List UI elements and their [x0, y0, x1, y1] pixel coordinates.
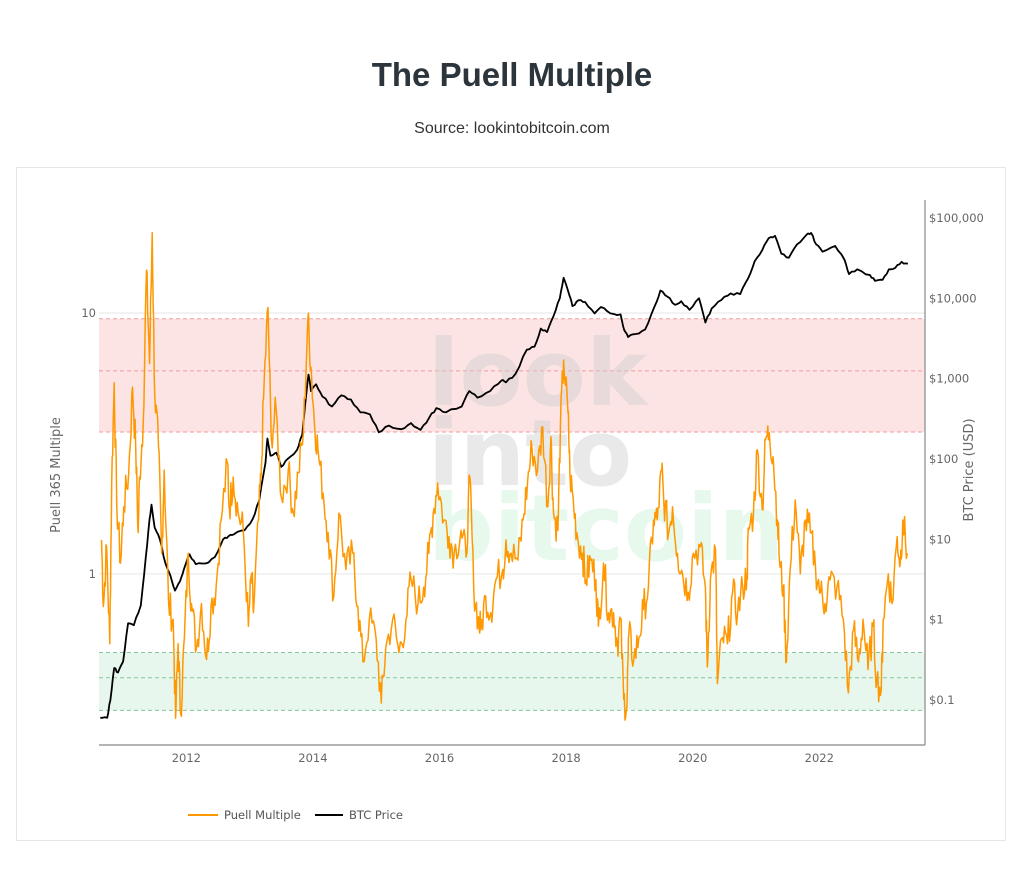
- x-tick-label: 2022: [805, 751, 834, 765]
- legend-item-puell[interactable]: Puell Multiple: [188, 808, 301, 822]
- y2-tick-label: $0.1: [929, 693, 955, 707]
- legend: Puell Multiple BTC Price: [188, 808, 403, 822]
- x-tick-label: 2012: [172, 751, 201, 765]
- legend-item-btc[interactable]: BTC Price: [315, 808, 403, 822]
- gridlines: [99, 312, 925, 575]
- tick-labels: 1 10 2012 2014 2016 2018 2020 2022 $0.1 $1 $10 $100…: [81, 211, 984, 765]
- y2-tick-label: $100: [929, 452, 958, 466]
- y2-tick-label: $10: [929, 532, 951, 546]
- y2-tick-label: $1: [929, 613, 944, 627]
- y2-tick-label: $100,000: [929, 211, 984, 225]
- x-tick-label: 2016: [425, 751, 454, 765]
- series-layer: [100, 231, 909, 721]
- chart-frame: [16, 167, 1006, 841]
- band-low: [99, 652, 925, 711]
- legend-label-puell: Puell Multiple: [224, 808, 301, 822]
- legend-label-btc: BTC Price: [349, 808, 403, 822]
- x-tick-label: 2020: [678, 751, 707, 765]
- x-tick-label: 2014: [298, 751, 327, 765]
- y-tick-label: 1: [89, 567, 96, 581]
- band-high: [99, 318, 925, 432]
- y-axis-title: Puell 365 Multiple: [49, 417, 64, 533]
- x-tick-label: 2018: [551, 751, 580, 765]
- y2-axis-title: BTC Price (USD): [962, 418, 977, 521]
- series-puell-multiple: [100, 231, 909, 721]
- y-tick-label: 10: [81, 306, 96, 320]
- chart-title: The Puell Multiple: [371, 56, 653, 93]
- chart-subtitle: Source: lookintobitcoin.com: [414, 120, 610, 137]
- y2-tick-label: $10,000: [929, 291, 977, 305]
- series-btc-price: [100, 232, 909, 719]
- bands: [99, 318, 925, 711]
- y2-tick-label: $1,000: [929, 372, 969, 386]
- watermark-bitcoin: bitcoin: [428, 475, 784, 582]
- watermark: look into bitcoin: [428, 320, 784, 582]
